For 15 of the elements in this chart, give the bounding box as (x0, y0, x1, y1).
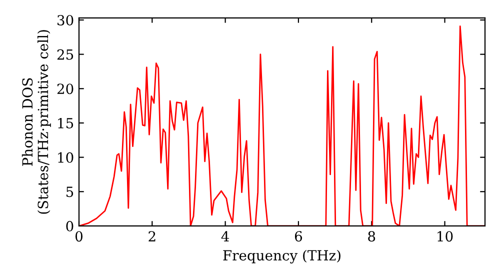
y-tick-label: 0 (66, 220, 74, 232)
x-axis-title: Frequency (THz) (223, 250, 340, 264)
x-tick-label: 10 (438, 231, 453, 242)
y-tick-label: 20 (57, 84, 74, 94)
y-tick-label: 5 (66, 186, 74, 198)
y-tick-label: 30 (58, 14, 74, 26)
x-tick-label: 4 (221, 231, 230, 242)
y-axis-title: Phonon DOS (States/THz·primitive cell) (22, 30, 51, 214)
x-tick-label: 2 (148, 231, 156, 242)
y-tick-label: 10 (58, 152, 74, 163)
x-tick-label: 8 (368, 231, 376, 242)
y-tick-label: 15 (58, 118, 74, 128)
y-tick-label: 25 (57, 49, 74, 60)
x-tick-label: 6 (294, 231, 302, 242)
x-tick-label: 0 (75, 231, 82, 242)
